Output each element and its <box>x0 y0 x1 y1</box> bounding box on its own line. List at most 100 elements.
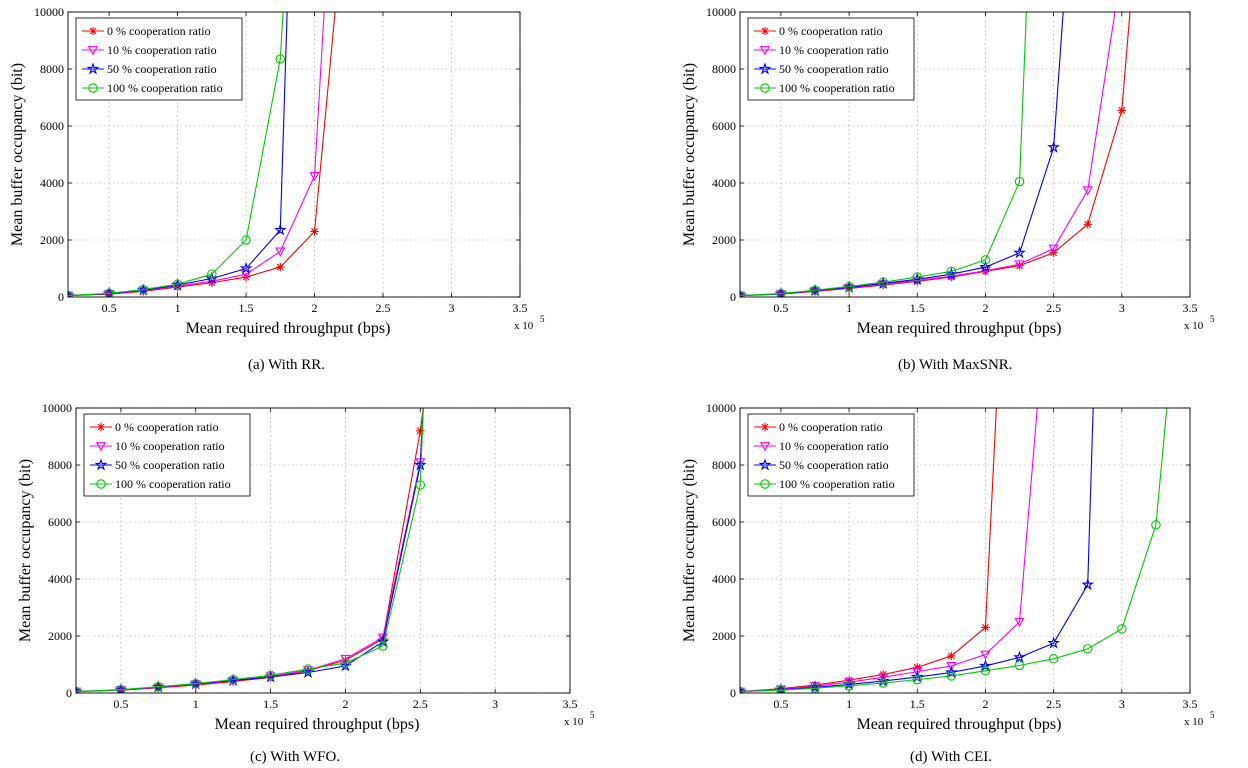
data-point-series-0 <box>276 262 285 272</box>
data-point-series-0 <box>913 663 922 672</box>
data-point-series-0 <box>416 426 425 435</box>
x-tick-label: 1 <box>846 301 852 315</box>
data-point-series-1 <box>309 171 320 182</box>
series-line-3 <box>76 408 424 693</box>
data-point-series-2 <box>910 670 924 683</box>
data-point-series-1 <box>980 650 991 660</box>
x-tick-label: 2 <box>312 301 318 315</box>
data-point-series-3 <box>415 480 426 490</box>
chart-caption-a: (a) With RR. <box>248 357 326 373</box>
data-point-series-3 <box>980 255 991 265</box>
data-point-series-3 <box>116 684 126 693</box>
x-axis-multiplier-exponent: 5 <box>540 314 545 324</box>
y-tick-label: 4000 <box>40 176 64 190</box>
data-point-series-0 <box>378 634 388 644</box>
x-axis-label: Mean required throughput (bps) <box>186 320 391 337</box>
x-tick-label: 0.5 <box>773 301 788 315</box>
y-tick-label: 6000 <box>712 119 736 133</box>
legend-marker-0 <box>88 26 98 36</box>
x-tick-label: 3 <box>1119 697 1125 711</box>
data-point-series-3 <box>340 658 351 668</box>
series-group <box>76 408 427 693</box>
data-point-series-3 <box>1014 660 1025 671</box>
legend-marker-1 <box>87 46 99 56</box>
data-point-series-1 <box>275 247 286 257</box>
y-axis-label: Mean buffer occupancy (bit) <box>9 63 26 246</box>
x-tick-label: 3 <box>1119 301 1125 315</box>
data-point-series-3 <box>1048 654 1059 664</box>
data-point-series-0 <box>228 677 238 686</box>
data-point-series-3 <box>878 678 888 688</box>
x-tick-label: 0.5 <box>113 697 128 711</box>
x-tick-label: 0.5 <box>773 697 788 711</box>
data-point-series-3 <box>946 671 957 681</box>
series-line-3 <box>68 12 284 297</box>
legend-entry-3: 100 % cooperation ratio <box>115 477 231 491</box>
x-tick-label: 1 <box>175 301 181 315</box>
legend-entry-2: 50 % cooperation ratio <box>779 458 889 472</box>
data-point-series-3 <box>810 285 820 295</box>
data-point-series-0 <box>191 680 200 690</box>
data-point-series-0 <box>310 227 319 236</box>
x-tick-label: 2.5 <box>1046 301 1061 315</box>
legend-marker-2 <box>94 458 108 471</box>
legend-marker-0 <box>760 422 770 432</box>
legend-marker-0 <box>96 422 106 432</box>
legend-entry-3: 100 % cooperation ratio <box>107 81 223 95</box>
chart-svg-c: 0.5 1 1.5 2 2.5 3 3.5 0 2000 4000 6000 8000 10000 Mea… <box>17 401 595 733</box>
y-tick-label: 2000 <box>48 629 72 643</box>
data-point-series-0 <box>207 278 217 287</box>
data-point-series-2 <box>273 223 287 236</box>
legend: 0 % cooperation ratio 10 % cooperation ra… <box>747 413 915 497</box>
data-point-series-3 <box>228 674 238 685</box>
data-point-series-3 <box>912 272 923 282</box>
data-point-series-3 <box>1082 644 1093 654</box>
data-point-series-3 <box>946 266 957 277</box>
x-tick-label: 2.5 <box>413 697 428 711</box>
y-tick-label: 0 <box>730 290 736 304</box>
y-tick-label: 4000 <box>712 176 736 190</box>
data-point-series-3 <box>68 290 73 297</box>
data-point-series-0 <box>154 683 163 693</box>
data-point-series-0 <box>303 666 313 675</box>
data-point-series-3 <box>153 681 164 692</box>
data-point-series-1 <box>1048 244 1059 254</box>
data-point-series-3 <box>810 683 820 693</box>
legend-entry-0: 0 % cooperation ratio <box>779 420 883 434</box>
chart-svg-d: 0.5 1 1.5 2 2.5 3 3.5 0 2000 4000 6000 8000 10000 Mea… <box>681 401 1215 733</box>
x-tick-label: 2 <box>982 301 988 315</box>
x-tick-label: 3 <box>492 697 498 711</box>
y-tick-label: 0 <box>66 686 72 700</box>
series-line-1 <box>740 408 1038 693</box>
x-tick-label: 1.5 <box>910 697 925 711</box>
legend-marker-0 <box>760 26 770 36</box>
legend-marker-2 <box>86 62 100 75</box>
data-point-series-0 <box>776 684 786 693</box>
x-axis-multiplier-exponent: 5 <box>1210 314 1215 324</box>
axes-frame <box>67 11 521 298</box>
series-group <box>740 12 1131 297</box>
legend-entry-0: 0 % cooperation ratio <box>107 24 211 38</box>
x-axis-multiplier: x 10 <box>514 320 534 332</box>
data-point-series-1 <box>1014 260 1025 270</box>
data-point-series-0 <box>947 651 956 661</box>
x-axis-multiplier-exponent: 5 <box>590 710 595 720</box>
y-tick-label: 2000 <box>712 629 736 643</box>
x-axis-label: Mean required throughput (bps) <box>215 716 420 733</box>
y-tick-label: 8000 <box>712 458 736 472</box>
legend-marker-2 <box>758 62 772 75</box>
data-point-series-3 <box>303 664 313 674</box>
data-point-series-3 <box>1151 520 1161 530</box>
legend-entry-2: 50 % cooperation ratio <box>107 62 217 76</box>
legend-marker-3 <box>760 83 770 93</box>
y-tick-label: 10000 <box>706 401 736 415</box>
x-tick-label: 1 <box>193 697 199 711</box>
legend-box <box>747 17 915 101</box>
legend-marker-3 <box>760 479 770 489</box>
y-tick-label: 6000 <box>712 515 736 529</box>
chart-svg-b: 0.5 1 1.5 2 2.5 3 3.5 0 2000 4000 6000 8000 10000 Mea… <box>681 5 1215 337</box>
data-point-series-0 <box>1015 261 1024 270</box>
x-axis-label: Mean required throughput (bps) <box>857 716 1062 733</box>
legend-marker-3 <box>96 479 106 489</box>
data-point-series-2 <box>1081 577 1095 591</box>
